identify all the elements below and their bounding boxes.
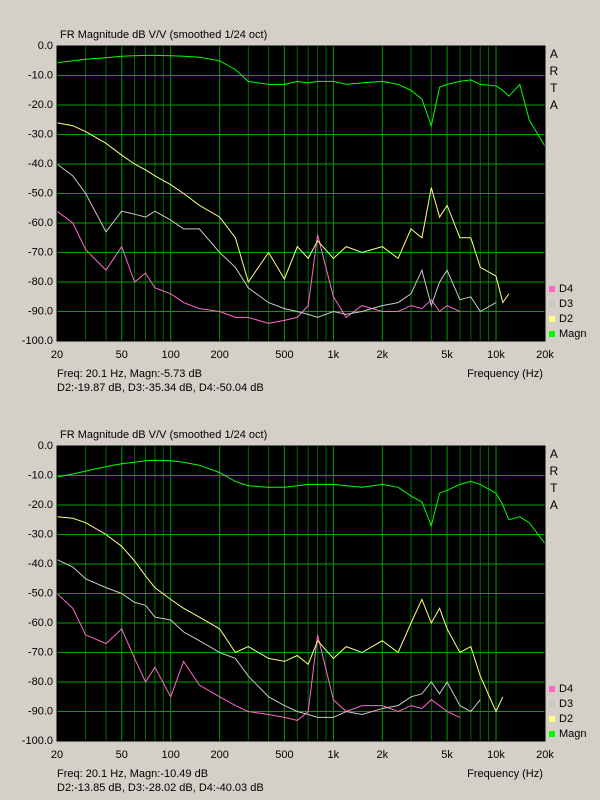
x-tick-label: 20k xyxy=(536,349,554,361)
legend-label: D3 xyxy=(559,698,573,710)
x-tick-label: 20k xyxy=(536,749,554,761)
chart-title: FR Magnitude dB V/V (smoothed 1/24 oct) xyxy=(60,429,267,441)
x-tick-label: 500 xyxy=(275,749,293,761)
y-tick-label: 0.0 xyxy=(38,440,53,452)
x-axis-label: Frequency (Hz) xyxy=(467,768,543,780)
side-label: ARTA xyxy=(547,447,561,515)
series-line xyxy=(56,163,497,318)
legend-swatch xyxy=(549,331,555,337)
x-tick-label: 20 xyxy=(51,749,63,761)
legend-swatch xyxy=(549,701,555,707)
series-line xyxy=(56,516,504,713)
series-line xyxy=(56,593,461,721)
legend-label: Magn xyxy=(559,728,587,740)
legend-label: D2 xyxy=(559,313,573,325)
y-tick-label: -80.0 xyxy=(28,676,53,688)
y-tick-label: -90.0 xyxy=(28,705,53,717)
x-tick-label: 1k xyxy=(328,349,340,361)
y-tick-label: -30.0 xyxy=(28,528,53,540)
series-line xyxy=(56,210,461,324)
plot-border xyxy=(56,45,546,342)
x-tick-label: 2k xyxy=(377,349,389,361)
y-tick-label: -70.0 xyxy=(28,246,53,258)
x-tick-label: 100 xyxy=(162,349,180,361)
x-tick-label: 10k xyxy=(487,349,505,361)
legend-swatch xyxy=(549,286,555,292)
x-tick-label: 1k xyxy=(328,749,340,761)
y-tick-label: -70.0 xyxy=(28,646,53,658)
y-tick-label: -100.0 xyxy=(22,335,53,347)
x-tick-label: 5k xyxy=(441,749,453,761)
y-tick-label: -50.0 xyxy=(28,587,53,599)
y-tick-label: -40.0 xyxy=(28,158,53,170)
cursor-readout: D2:-13.85 dB, D3:-28.02 dB, D4:-40.03 dB xyxy=(57,782,264,794)
y-tick-label: -60.0 xyxy=(28,217,53,229)
legend-swatch xyxy=(549,316,555,322)
cursor-readout: Freq: 20.1 Hz, Magn:-10.49 dB xyxy=(57,768,208,780)
legend-swatch xyxy=(549,716,555,722)
x-tick-label: 50 xyxy=(116,349,128,361)
y-tick-label: -60.0 xyxy=(28,617,53,629)
series-line xyxy=(56,559,481,718)
legend-label: Magn xyxy=(559,328,587,340)
legend-label: D4 xyxy=(559,283,573,295)
x-tick-label: 20 xyxy=(51,349,63,361)
y-tick-label: -50.0 xyxy=(28,187,53,199)
x-tick-label: 5k xyxy=(441,349,453,361)
x-tick-label: 200 xyxy=(210,749,228,761)
y-tick-label: 0.0 xyxy=(38,40,53,52)
plot-border xyxy=(56,445,546,742)
legend-swatch xyxy=(549,301,555,307)
y-tick-label: -100.0 xyxy=(22,735,53,747)
y-tick-label: -10.0 xyxy=(28,469,53,481)
y-tick-label: -30.0 xyxy=(28,128,53,140)
y-tick-label: -90.0 xyxy=(28,305,53,317)
x-tick-label: 2k xyxy=(377,749,389,761)
y-tick-label: -20.0 xyxy=(28,499,53,511)
x-tick-label: 500 xyxy=(275,349,293,361)
x-tick-label: 10k xyxy=(487,749,505,761)
cursor-readout: D2:-19.87 dB, D3:-35.34 dB, D4:-50.04 dB xyxy=(57,382,264,394)
series-line xyxy=(56,54,546,147)
series-line xyxy=(56,459,546,544)
chart-title: FR Magnitude dB V/V (smoothed 1/24 oct) xyxy=(60,29,267,41)
y-tick-label: -40.0 xyxy=(28,558,53,570)
series-line xyxy=(56,122,510,304)
x-axis-label: Frequency (Hz) xyxy=(467,368,543,380)
y-tick-label: -80.0 xyxy=(28,276,53,288)
legend-swatch xyxy=(549,686,555,692)
side-label: ARTA xyxy=(547,47,561,115)
y-tick-label: -20.0 xyxy=(28,99,53,111)
legend-label: D2 xyxy=(559,713,573,725)
x-tick-label: 50 xyxy=(116,749,128,761)
x-tick-label: 200 xyxy=(210,349,228,361)
x-tick-label: 100 xyxy=(162,749,180,761)
legend-swatch xyxy=(549,731,555,737)
cursor-readout: Freq: 20.1 Hz, Magn:-5.73 dB xyxy=(57,368,202,380)
legend-label: D4 xyxy=(559,683,573,695)
y-tick-label: -10.0 xyxy=(28,69,53,81)
legend-label: D3 xyxy=(559,298,573,310)
